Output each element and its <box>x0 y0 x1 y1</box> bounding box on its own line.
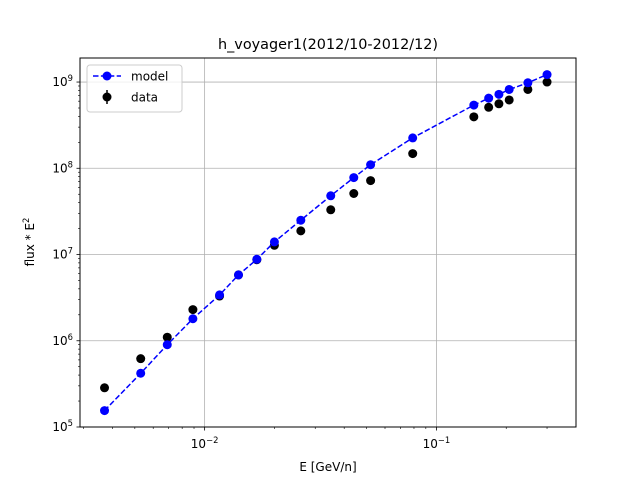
y-tick-label-base: 10 <box>52 161 67 175</box>
y-tick-label-exponent: 5 <box>68 418 73 428</box>
data-point <box>296 226 306 236</box>
y-tick-label: 106 <box>52 332 73 348</box>
y-tick-label: 108 <box>52 159 73 175</box>
plot-series <box>100 70 552 416</box>
data-point <box>408 149 418 159</box>
x-tick-label: 10−2 <box>191 435 219 451</box>
data-point <box>542 77 552 87</box>
model-point <box>100 406 110 416</box>
y-tick-label-base: 10 <box>52 420 67 434</box>
legend-data-marker <box>102 92 112 102</box>
x-tick-label-exponent: −2 <box>206 435 218 445</box>
model-point <box>326 191 336 201</box>
y-tick-label: 107 <box>52 246 73 262</box>
legend-data-label: data <box>131 91 158 105</box>
model-point <box>484 93 494 103</box>
x-tick-label-base: 10 <box>191 437 206 451</box>
legend: model data <box>86 64 183 113</box>
model-point <box>504 84 514 94</box>
y-tick-label-exponent: 7 <box>68 246 73 256</box>
data-point <box>349 188 359 198</box>
legend-model-marker <box>102 71 112 81</box>
model-point <box>542 70 552 80</box>
model-point <box>252 254 262 264</box>
chart-title: h_voyager1(2012/10-2012/12) <box>218 37 438 53</box>
model-point <box>215 290 225 300</box>
x-tick-label-exponent: −1 <box>438 435 450 445</box>
plot-frame <box>79 57 577 428</box>
x-tick-label: 10−1 <box>423 435 451 451</box>
y-tick-label-base: 10 <box>52 75 67 89</box>
model-point <box>366 160 376 170</box>
legend-model-label: model <box>131 70 168 84</box>
x-axis-label: E [GeV/n] <box>299 460 356 474</box>
model-point <box>349 173 359 183</box>
y-axis-label: flux * E2 <box>21 218 37 267</box>
y-tick-label-exponent: 6 <box>68 332 73 342</box>
model-point <box>269 237 279 247</box>
data-point <box>484 102 494 112</box>
y-tick-label-base: 10 <box>52 334 67 348</box>
model-point <box>233 270 243 280</box>
data-point <box>504 95 514 105</box>
data-point <box>100 383 110 393</box>
model-point <box>408 133 418 143</box>
y-axis-label-exponent: 2 <box>21 218 31 223</box>
model-point <box>296 215 306 225</box>
data-point <box>494 99 504 109</box>
model-point <box>469 100 479 110</box>
x-tick-label-base: 10 <box>423 437 438 451</box>
model-point <box>188 314 198 324</box>
data-point <box>162 332 172 342</box>
model-point <box>162 340 172 350</box>
model-point <box>136 368 146 378</box>
data-point <box>469 112 479 122</box>
y-tick-label-exponent: 8 <box>68 159 73 169</box>
y-tick-label: 109 <box>52 73 73 89</box>
model-point <box>494 89 504 99</box>
y-tick-label: 105 <box>52 418 73 434</box>
data-point <box>366 176 376 186</box>
data-point <box>326 205 336 215</box>
data-point <box>136 354 146 364</box>
y-tick-label-base: 10 <box>52 248 67 262</box>
model-point <box>523 78 533 88</box>
y-tick-label-exponent: 9 <box>68 73 73 83</box>
data-point <box>523 84 533 94</box>
data-point <box>188 305 198 315</box>
y-axis-label-base: flux * E <box>23 223 37 266</box>
